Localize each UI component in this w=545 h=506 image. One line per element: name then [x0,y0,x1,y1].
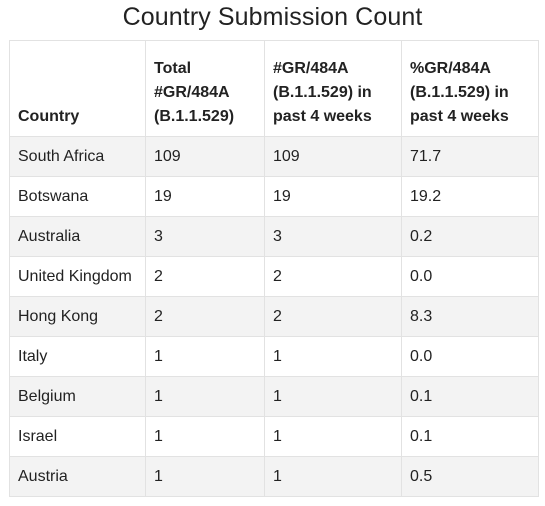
cell-total: 3 [145,216,265,257]
cell-total: 109 [145,136,265,177]
cell-total: 1 [145,416,265,457]
cell-percent-past-4-weeks: 0.0 [401,336,539,377]
cell-past-4-weeks: 2 [264,256,402,297]
submission-table: Country Total #GR/484A (B.1.1.529) #GR/4… [9,40,539,497]
cell-percent-past-4-weeks: 19.2 [401,176,539,217]
cell-past-4-weeks: 1 [264,416,402,457]
cell-past-4-weeks: 1 [264,376,402,417]
cell-total: 2 [145,296,265,337]
cell-country: Austria [9,456,146,497]
header-past-4-weeks: #GR/484A (B.1.1.529) in past 4 weeks [264,40,402,137]
cell-percent-past-4-weeks: 0.1 [401,376,539,417]
table-row: Belgium 1 1 0.1 [9,376,539,417]
cell-country: Israel [9,416,146,457]
cell-country: Belgium [9,376,146,417]
page-title: Country Submission Count [122,3,423,31]
header-percent-past-4-weeks: %GR/484A (B.1.1.529) in past 4 weeks [401,40,539,137]
table-header: Country Total #GR/484A (B.1.1.529) #GR/4… [9,40,539,137]
table-row: Hong Kong 2 2 8.3 [9,296,539,337]
cell-country: Australia [9,216,146,257]
table-row: South Africa 109 109 71.7 [9,136,539,177]
header-row: Country Total #GR/484A (B.1.1.529) #GR/4… [9,40,539,137]
header-total: Total #GR/484A (B.1.1.529) [145,40,265,137]
cell-past-4-weeks: 19 [264,176,402,217]
cell-past-4-weeks: 109 [264,136,402,177]
cell-country: United Kingdom [9,256,146,297]
table-row: Australia 3 3 0.2 [9,216,539,257]
cell-country: Italy [9,336,146,377]
submission-table-container: Country Total #GR/484A (B.1.1.529) #GR/4… [9,40,539,497]
cell-percent-past-4-weeks: 71.7 [401,136,539,177]
cell-percent-past-4-weeks: 8.3 [401,296,539,337]
table-body: South Africa 109 109 71.7 Botswana 19 19 19.2 Au… [9,136,539,497]
table-row: Botswana 19 19 19.2 [9,176,539,217]
cell-past-4-weeks: 1 [264,456,402,497]
table-row: Italy 1 1 0.0 [9,336,539,377]
cell-past-4-weeks: 3 [264,216,402,257]
cell-percent-past-4-weeks: 0.2 [401,216,539,257]
cell-country: Botswana [9,176,146,217]
cell-country: Hong Kong [9,296,146,337]
cell-percent-past-4-weeks: 0.0 [401,256,539,297]
cell-country: South Africa [9,136,146,177]
cell-percent-past-4-weeks: 0.1 [401,416,539,457]
header-country: Country [9,40,146,137]
cell-total: 2 [145,256,265,297]
table-row: Israel 1 1 0.1 [9,416,539,457]
cell-past-4-weeks: 2 [264,296,402,337]
cell-total: 1 [145,376,265,417]
cell-total: 19 [145,176,265,217]
cell-total: 1 [145,456,265,497]
cell-past-4-weeks: 1 [264,336,402,377]
cell-total: 1 [145,336,265,377]
table-row: United Kingdom 2 2 0.0 [9,256,539,297]
table-row: Austria 1 1 0.5 [9,456,539,497]
cell-percent-past-4-weeks: 0.5 [401,456,539,497]
